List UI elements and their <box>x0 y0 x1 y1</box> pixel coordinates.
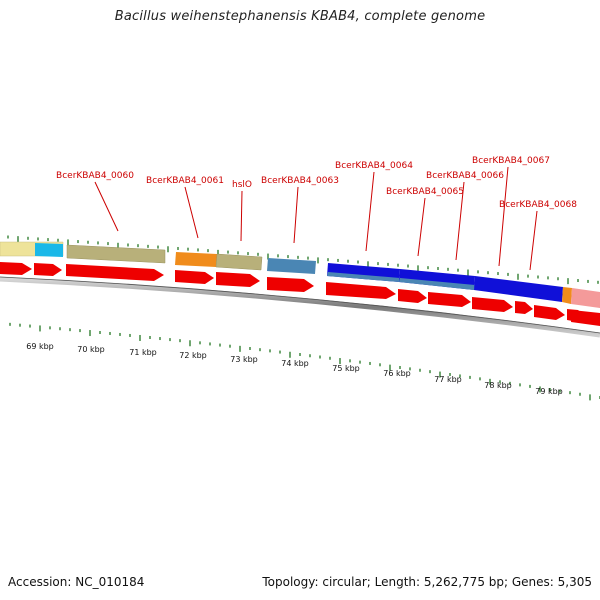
scale-labels: 69 kbp 70 kbp 71 kbp 72 kbp 73 kbp 74 kbp 75 k… <box>26 342 563 396</box>
kbp-label: 69 kbp <box>26 342 54 351</box>
kbp-label: 73 kbp <box>230 355 258 364</box>
accession-label: Accession: NC_010184 <box>8 575 145 589</box>
gene-arrow <box>571 310 600 326</box>
genome-title: Bacillus weihenstephanensis KBAB4, compl… <box>114 9 486 24</box>
feature-block <box>562 287 572 304</box>
gene-label: BcerKBAB4_0063 <box>261 176 339 186</box>
genome-backbone-edge <box>0 276 600 334</box>
gene-label-layer: BcerKBAB4_0060 BcerKBAB4_0061 hslO BcerKBAB… <box>56 156 577 271</box>
gene-label-connector <box>498 166 509 267</box>
gene-label-connector <box>529 210 538 271</box>
kbp-label: 76 kbp <box>383 369 411 378</box>
kbp-label: 78 kbp <box>484 381 512 390</box>
gene-label: hslO <box>232 180 252 190</box>
kbp-label: 72 kbp <box>179 351 207 360</box>
kbp-label: 71 kbp <box>129 348 157 357</box>
gene-arrow <box>175 270 214 284</box>
gene-label: BcerKBAB4_0066 <box>426 171 504 181</box>
feature-block <box>66 244 166 264</box>
gene-arrow <box>326 282 396 299</box>
kbp-label: 79 kbp <box>535 387 563 396</box>
gene-label-connector <box>417 197 426 257</box>
gene-label: BcerKBAB4_0068 <box>499 200 577 210</box>
gene-label-connector <box>293 186 299 244</box>
gene-arrow <box>216 272 260 287</box>
gene-arrow <box>515 301 533 314</box>
gene-label: BcerKBAB4_0065 <box>386 187 464 197</box>
gene-arrow <box>534 305 565 320</box>
feature-track <box>0 241 600 308</box>
gene-arrow <box>472 297 513 312</box>
gene-label: BcerKBAB4_0061 <box>146 176 224 186</box>
kbp-label: 70 kbp <box>77 345 105 354</box>
gene-arrow <box>267 277 314 292</box>
genome-summary: Topology: circular; Length: 5,262,775 bp… <box>262 575 592 589</box>
gene-arrow <box>66 264 164 281</box>
gene-label: BcerKBAB4_0064 <box>335 161 413 171</box>
feature-block <box>215 253 263 271</box>
gene-arrow <box>0 262 32 275</box>
gene-label-connector <box>184 186 199 239</box>
kbp-label: 77 kbp <box>434 375 462 384</box>
feature-block <box>474 276 563 302</box>
feature-block <box>35 243 63 257</box>
gene-label-connector <box>365 171 375 252</box>
feature-block <box>327 272 400 282</box>
feature-block <box>571 288 600 308</box>
feature-block <box>399 278 475 290</box>
feature-block <box>175 252 217 267</box>
gene-arrow <box>398 289 427 303</box>
genome-backbone <box>0 276 600 338</box>
kbp-label: 75 kbp <box>332 364 360 373</box>
gene-label-connector <box>94 181 119 232</box>
gene-label-connector <box>455 181 465 261</box>
gene-arrow-track <box>0 262 600 326</box>
gene-label: BcerKBAB4_0060 <box>56 171 134 181</box>
kbp-label: 74 kbp <box>281 359 309 368</box>
scale-tick-row <box>9 322 600 401</box>
gene-label-connector <box>240 190 243 242</box>
feature-block <box>267 258 316 274</box>
gene-arrow <box>34 263 62 276</box>
gene-arrow <box>428 292 471 307</box>
gene-label: BcerKBAB4_0067 <box>472 156 550 166</box>
